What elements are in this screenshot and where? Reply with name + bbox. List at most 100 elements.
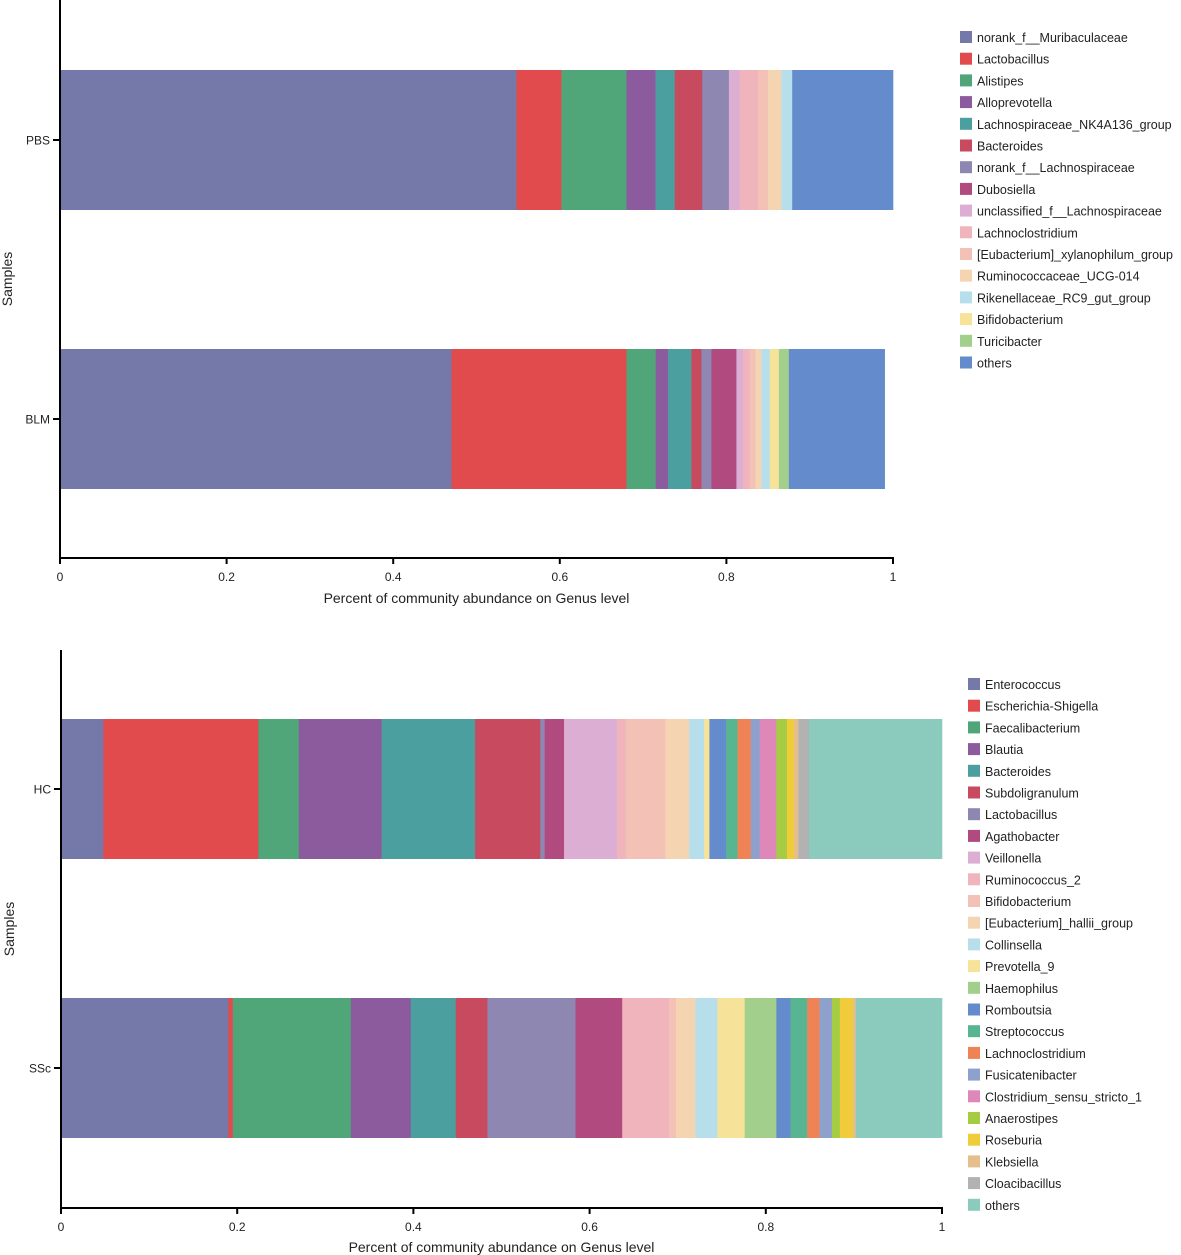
bar-segment: [776, 719, 788, 859]
legend-swatch: [968, 960, 980, 973]
bar-segment: [755, 349, 762, 489]
bar-segment: [737, 719, 752, 859]
legend-swatch: [968, 981, 980, 994]
x-tick-label: 0.8: [757, 1220, 774, 1234]
legend-label: Prevotella_9: [985, 960, 1055, 974]
y-tick-label: HC: [34, 783, 52, 797]
bar-segment: [709, 719, 727, 859]
x-tick-label: 1: [939, 1220, 946, 1234]
legend-label: Lactobacillus: [977, 53, 1049, 67]
bar-segment: [665, 719, 690, 859]
bar-segment: [778, 349, 790, 489]
legend-label: Lachnospiraceae_NK4A136_group: [977, 118, 1172, 132]
legend-label: Faecalibacterium: [985, 721, 1080, 735]
bar-segment: [808, 719, 943, 859]
x-tick-label: 0.4: [405, 1220, 422, 1234]
bar-segment: [410, 998, 456, 1138]
legend-label: Collinsella: [985, 938, 1042, 952]
bar-segment: [702, 70, 730, 210]
bar-segment: [691, 349, 702, 489]
bar-segment: [625, 719, 666, 859]
legend-label: [Eubacterium]_xylanophilum_group: [977, 248, 1173, 262]
bar-segment: [704, 719, 710, 859]
legend-swatch: [968, 1177, 980, 1190]
bar-segment: [759, 719, 777, 859]
bar-segment: [743, 349, 751, 489]
legend-swatch: [968, 916, 980, 929]
legend-swatch: [960, 31, 972, 43]
legend-label: Bifidobacterium: [985, 895, 1071, 909]
legend-label: Streptococcus: [985, 1025, 1064, 1039]
legend-label: Bacteroides: [985, 765, 1051, 779]
chart-panel-1: 0 0.2 0.4 0.6 0.8 1 PBS BLM Percent of community…: [0, 0, 1173, 606]
bar-segment: [788, 349, 885, 489]
bar-segment: [487, 998, 576, 1138]
bar-group-ssc: [61, 998, 943, 1138]
legend-label: Rikenellaceae_RC9_gut_group: [977, 291, 1151, 305]
bar-segment: [695, 998, 718, 1138]
legend: norank_f__Muribaculaceae Lactobacillus Ali…: [960, 31, 1173, 371]
bar-segment: [381, 719, 476, 859]
legend-swatch: [968, 829, 980, 842]
x-tick-label: 0: [57, 570, 64, 584]
legend-swatch: [960, 291, 972, 304]
bar-segment: [793, 719, 799, 859]
bar-group-pbs: [60, 70, 894, 210]
bar-segment: [516, 70, 562, 210]
legend-label: unclassified_f__Lachnospiraceae: [977, 205, 1162, 219]
bar-segment: [726, 719, 738, 859]
bar-segment: [758, 70, 769, 210]
legend-swatch: [960, 52, 972, 65]
x-tick-label: 1: [890, 570, 897, 584]
y-tick-label: BLM: [25, 413, 50, 427]
bar-segment: [61, 998, 229, 1138]
bar-segment: [616, 719, 627, 859]
legend-swatch: [968, 808, 980, 821]
bar-segment: [60, 70, 517, 210]
legend-swatch: [960, 334, 972, 347]
bar-segment: [674, 70, 703, 210]
legend-swatch: [960, 161, 972, 174]
legend-label: Ruminococcaceae_UCG-014: [977, 270, 1140, 284]
bar-segment: [776, 998, 791, 1138]
legend-swatch: [968, 1198, 980, 1211]
bar-segment: [668, 998, 677, 1138]
legend-swatch: [960, 226, 972, 239]
legend-label: Alistipes: [977, 74, 1024, 88]
bar-segment: [798, 719, 810, 859]
legend-swatch: [960, 356, 972, 369]
bar-segment: [736, 349, 744, 489]
x-tick-label: 0.8: [718, 570, 735, 584]
legend-label: Lactobacillus: [985, 808, 1057, 822]
legend-label: Lachnoclostridium: [985, 1047, 1086, 1061]
bar-segment: [807, 998, 820, 1138]
bar-segment: [668, 349, 692, 489]
bar-segment: [855, 998, 943, 1138]
legend-label: Romboutsia: [985, 1004, 1052, 1018]
legend-label: others: [977, 357, 1012, 371]
legend-swatch: [968, 699, 980, 712]
bar-segment: [675, 998, 696, 1138]
legend-swatch: [968, 786, 980, 799]
legend-swatch: [968, 851, 980, 864]
legend-label: Lachnoclostridium: [977, 226, 1078, 240]
chart-panel-2: 0 0.2 0.4 0.6 0.8 1 HC SSc Percent of community …: [1, 650, 1142, 1255]
bar-segment: [761, 349, 771, 489]
bar-segment: [728, 70, 741, 210]
legend-label: norank_f__Muribaculaceae: [977, 31, 1128, 45]
legend-swatch: [960, 182, 972, 195]
bar-segment: [819, 998, 833, 1138]
legend-label: Bifidobacterium: [977, 313, 1063, 327]
y-axis-label: Samples: [0, 252, 15, 306]
x-tick-label: 0.6: [581, 1220, 598, 1234]
legend-label: Cloacibacillus: [985, 1177, 1061, 1191]
legend-label: Ruminococcus_2: [985, 873, 1081, 887]
bar-segment: [839, 998, 854, 1138]
bar-segment: [298, 719, 382, 859]
bar-segment: [790, 998, 808, 1138]
legend-label: Bacteroides: [977, 140, 1043, 154]
legend-label: Blautia: [985, 743, 1023, 757]
legend-swatch: [968, 1155, 980, 1168]
bar-segment: [739, 70, 759, 210]
legend-swatch: [960, 139, 972, 152]
